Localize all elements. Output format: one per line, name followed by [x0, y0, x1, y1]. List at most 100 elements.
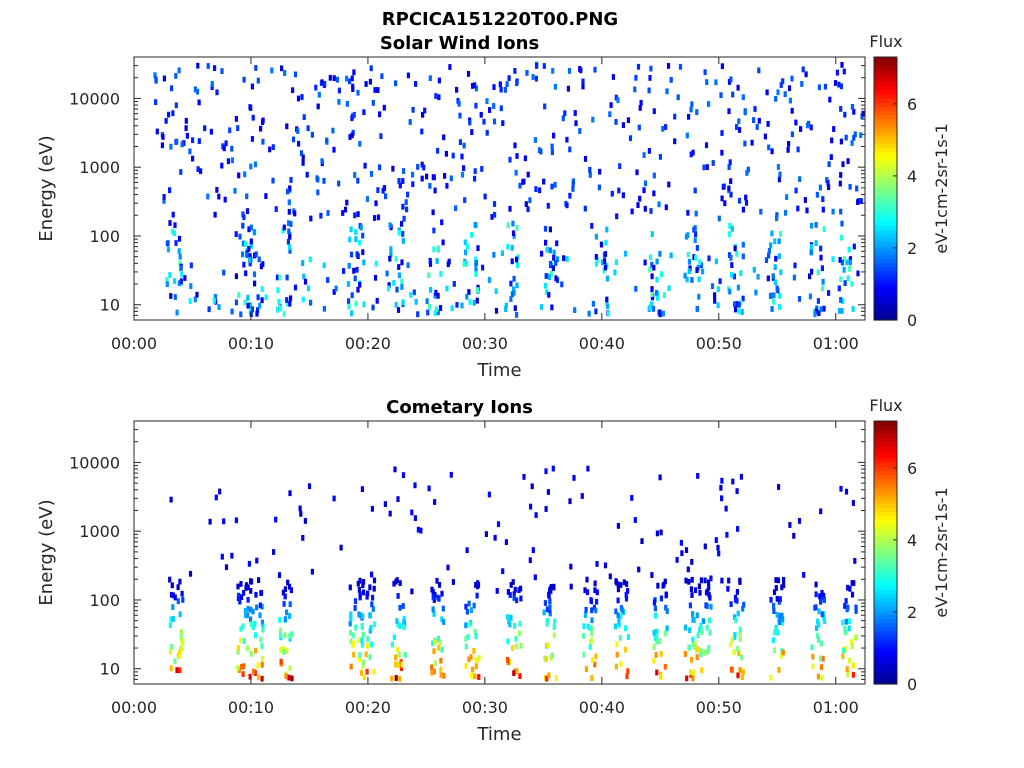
flux-cell: [494, 288, 498, 295]
flux-cell: [322, 178, 326, 184]
flux-cell: [662, 292, 666, 298]
flux-cell: [463, 197, 467, 203]
flux-cell: [361, 659, 366, 666]
flux-cell: [160, 142, 164, 149]
flux-cell: [483, 193, 487, 200]
flux-cell: [548, 226, 552, 233]
flux-cell: [362, 301, 366, 308]
flux-cell: [512, 670, 516, 676]
flux-cell: [504, 539, 508, 545]
flux-cell: [626, 634, 630, 640]
flux-cell: [773, 279, 777, 286]
flux-cell: [771, 273, 775, 280]
flux-cell: [168, 649, 172, 655]
flux-cell: [820, 265, 824, 272]
flux-cell: [241, 251, 245, 258]
flux-cell: [473, 628, 477, 635]
flux-cell: [556, 256, 560, 263]
flux-cell: [793, 262, 797, 269]
flux-cell: [534, 512, 538, 518]
colorbar-step: [874, 663, 897, 669]
flux-cell: [545, 620, 549, 627]
flux-cell: [729, 191, 733, 198]
flux-cell: [406, 72, 410, 79]
flux-cell: [854, 604, 858, 611]
flux-cell: [255, 604, 259, 611]
flux-cell: [833, 80, 838, 86]
colorbar-step: [874, 577, 897, 582]
flux-cell: [542, 178, 546, 185]
flux-cell: [603, 264, 607, 271]
colorbar-step: [874, 106, 897, 111]
flux-cell: [467, 656, 471, 663]
flux-cell: [687, 113, 691, 120]
flux-cell: [839, 297, 843, 303]
flux-cell: [234, 299, 238, 306]
flux-cell: [741, 253, 745, 260]
flux-cell: [230, 157, 234, 164]
flux-cell: [656, 582, 660, 589]
flux-cell: [651, 305, 656, 312]
flux-cell: [504, 306, 508, 312]
flux-cell: [690, 592, 694, 598]
flux-cell: [832, 126, 836, 132]
panel-title: Cometary Ions: [386, 397, 533, 418]
colorbar-step: [874, 69, 897, 74]
flux-cell: [277, 298, 281, 305]
flux-cell: [487, 491, 491, 498]
flux-cell: [552, 249, 556, 256]
flux-cell: [617, 187, 621, 194]
flux-cell: [794, 119, 798, 126]
colorbar-step: [874, 605, 897, 611]
flux-cell: [593, 66, 597, 73]
flux-cell: [843, 603, 847, 609]
flux-cell: [822, 592, 826, 599]
flux-cell: [818, 655, 823, 662]
flux-cell: [251, 608, 255, 615]
flux-cell: [650, 291, 654, 298]
flux-cell: [693, 640, 697, 647]
colorbar-step: [874, 114, 897, 120]
flux-cell: [650, 261, 654, 268]
flux-cell: [769, 292, 773, 299]
flux-cell: [819, 640, 823, 647]
flux-cell: [288, 185, 292, 192]
flux-cell: [688, 627, 692, 634]
flux-cell: [401, 472, 406, 478]
flux-cell: [176, 598, 180, 604]
flux-cell: [819, 245, 823, 252]
flux-cell: [513, 305, 517, 312]
flux-cell: [506, 243, 510, 250]
flux-cell: [729, 601, 733, 608]
flux-cell: [288, 635, 292, 642]
flux-cell: [655, 530, 659, 537]
flux-cell: [249, 606, 253, 613]
flux-cell: [737, 308, 741, 315]
flux-cell: [850, 140, 854, 146]
flux-cell: [650, 231, 654, 237]
flux-cell: [542, 609, 546, 616]
flux-cell: [583, 156, 588, 162]
flux-cell: [614, 663, 618, 670]
flux-cell: [191, 137, 195, 144]
flux-cell: [617, 621, 621, 628]
flux-cell: [238, 233, 242, 240]
flux-cell: [615, 641, 619, 648]
flux-cell: [342, 268, 346, 274]
flux-cell: [332, 289, 336, 295]
flux-cell: [246, 302, 250, 309]
flux-cell: [222, 269, 226, 276]
flux-cell: [328, 74, 332, 81]
flux-cell: [773, 629, 777, 636]
flux-cell: [634, 74, 638, 81]
flux-cell: [238, 598, 242, 605]
flux-cell: [513, 623, 517, 629]
flux-cell: [369, 65, 373, 72]
flux-cell: [494, 307, 499, 314]
flux-cell: [522, 474, 526, 480]
flux-cell: [845, 666, 849, 672]
flux-cell: [309, 215, 313, 222]
flux-cell: [372, 585, 376, 592]
flux-cell: [244, 270, 248, 277]
x-tick-label: 00:50: [696, 698, 742, 717]
